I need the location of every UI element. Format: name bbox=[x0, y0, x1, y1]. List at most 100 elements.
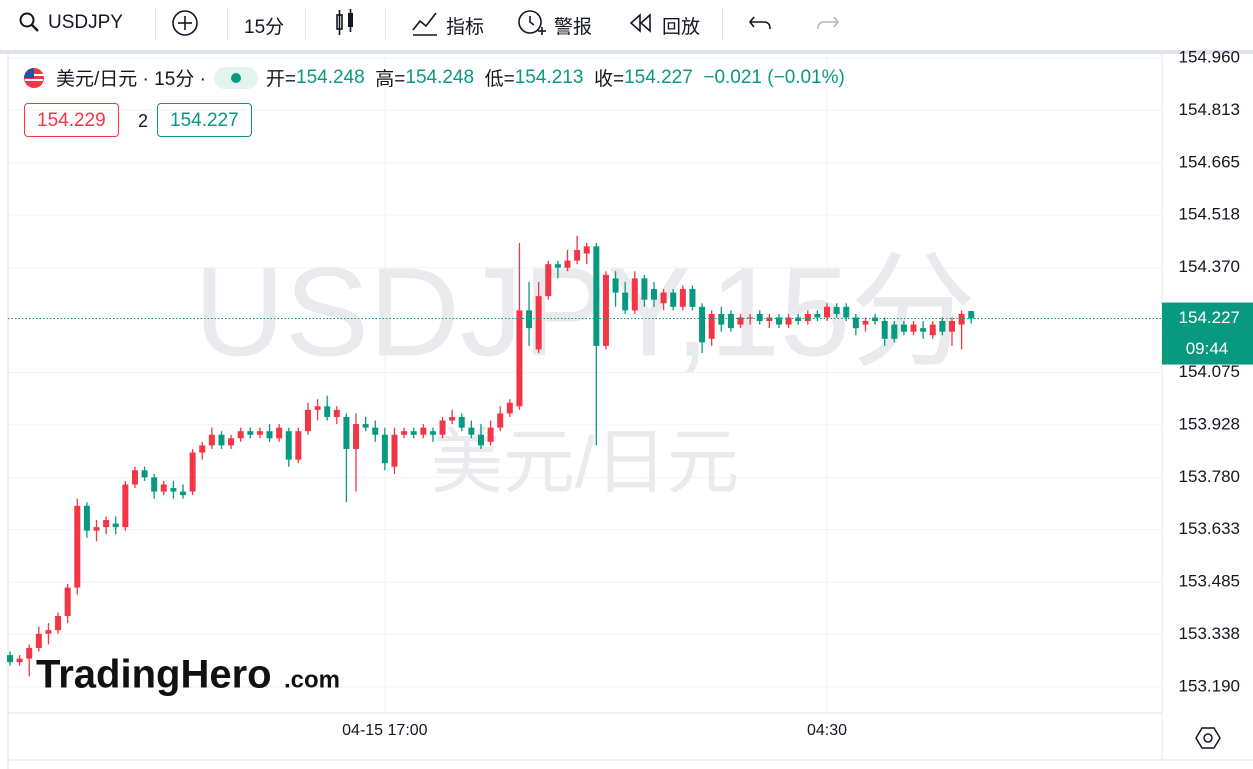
candle-body bbox=[353, 424, 360, 449]
candle-body bbox=[429, 431, 436, 435]
candle-body bbox=[564, 260, 571, 268]
open-label: 开= bbox=[265, 69, 297, 90]
candle-body bbox=[93, 527, 100, 531]
candle-body bbox=[881, 321, 888, 339]
candle-body bbox=[141, 470, 148, 478]
ask-box[interactable]: 154.227 bbox=[157, 103, 252, 137]
toolbar: USDJPY 15分 指标 警报 回放 bbox=[0, 0, 1253, 54]
undo-icon[interactable] bbox=[748, 12, 774, 34]
candle-body bbox=[872, 317, 879, 322]
candle-body bbox=[151, 477, 158, 492]
y-tick-label: 153.928 bbox=[1179, 414, 1240, 433]
alerts[interactable]: 警报 bbox=[554, 17, 593, 38]
spread: 2 bbox=[138, 111, 149, 131]
candle-body bbox=[199, 445, 206, 453]
candle-body bbox=[737, 317, 744, 325]
candle-body bbox=[891, 324, 898, 339]
candle-body bbox=[266, 431, 273, 439]
candle-body bbox=[324, 406, 331, 417]
candle-body bbox=[333, 409, 340, 417]
candle-body bbox=[679, 289, 686, 307]
candle-body bbox=[237, 431, 244, 439]
replay[interactable]: 回放 bbox=[662, 17, 701, 38]
candle-body bbox=[833, 306, 840, 314]
candle-body bbox=[910, 324, 917, 332]
candle-body bbox=[862, 321, 869, 325]
candle-body bbox=[939, 321, 946, 332]
y-tick-label: 153.633 bbox=[1179, 519, 1240, 538]
candle-body bbox=[535, 296, 542, 350]
candle-body bbox=[372, 427, 379, 435]
candle-body bbox=[7, 655, 13, 663]
candle-body bbox=[477, 434, 484, 446]
y-tick-label: 153.190 bbox=[1179, 677, 1240, 696]
interval[interactable]: 15分 bbox=[244, 17, 285, 38]
candle-body bbox=[516, 310, 523, 407]
candle-body bbox=[64, 587, 71, 616]
redo-icon[interactable] bbox=[814, 12, 840, 34]
candle-body bbox=[583, 246, 590, 254]
countdown-box bbox=[1162, 334, 1253, 365]
candle-body bbox=[180, 491, 187, 496]
logo: TradingHero bbox=[36, 653, 272, 697]
low-value: 154.213 bbox=[514, 66, 584, 88]
candle-body bbox=[689, 289, 696, 307]
candle-body bbox=[574, 249, 581, 261]
candle-body bbox=[247, 431, 254, 435]
candle-body bbox=[401, 431, 408, 435]
bid-box[interactable]: 154.229 bbox=[24, 103, 119, 137]
watermark-sub: 美元/日元 bbox=[431, 423, 739, 503]
candle-body bbox=[112, 523, 119, 528]
candle-body bbox=[487, 427, 494, 442]
candle-body bbox=[410, 431, 417, 435]
y-tick-label: 153.485 bbox=[1179, 572, 1240, 591]
candle-body bbox=[718, 313, 725, 325]
candle-body bbox=[824, 306, 831, 318]
indicators[interactable]: 指标 bbox=[446, 17, 485, 38]
symbol[interactable]: USDJPY bbox=[48, 12, 123, 33]
search-icon[interactable] bbox=[18, 11, 42, 35]
candle-body bbox=[651, 289, 658, 300]
change: −0.021 (−0.01%) bbox=[703, 66, 845, 88]
settings-icon[interactable] bbox=[1195, 727, 1221, 749]
candle-body bbox=[756, 313, 763, 322]
y-tick-label: 153.780 bbox=[1179, 467, 1240, 486]
candle-body bbox=[458, 416, 465, 428]
alert-icon[interactable] bbox=[516, 7, 548, 39]
indicator-icon[interactable] bbox=[410, 8, 440, 38]
candle-body bbox=[506, 402, 513, 414]
candle-body bbox=[526, 310, 533, 329]
candle-body bbox=[708, 313, 715, 339]
candle-body bbox=[26, 647, 33, 659]
candle-body bbox=[670, 292, 677, 307]
candle-body bbox=[189, 452, 196, 492]
add-icon[interactable] bbox=[171, 9, 201, 39]
candle-body bbox=[814, 313, 821, 318]
high-label: 高= bbox=[375, 69, 406, 90]
candle-body bbox=[747, 317, 754, 319]
candle-body bbox=[103, 520, 110, 528]
last-price-box bbox=[1162, 302, 1253, 335]
candle-body bbox=[314, 406, 321, 410]
candle-body bbox=[920, 328, 927, 332]
candle-body bbox=[131, 470, 138, 485]
replay-icon[interactable] bbox=[628, 12, 656, 36]
candle-body bbox=[381, 434, 388, 464]
candle-body bbox=[900, 324, 907, 332]
candle-body bbox=[602, 274, 609, 346]
candle-body bbox=[228, 438, 235, 446]
candle-body bbox=[449, 416, 456, 421]
y-tick-label: 154.960 bbox=[1179, 48, 1240, 67]
y-tick-label: 154.370 bbox=[1179, 257, 1240, 276]
candle-body bbox=[641, 278, 648, 300]
countdown: 09:44 bbox=[1186, 339, 1229, 358]
candle-body bbox=[122, 484, 129, 528]
x-tick-label: 04:30 bbox=[807, 722, 847, 739]
candle-body bbox=[948, 321, 955, 332]
status-badge bbox=[213, 66, 258, 89]
legend-title: 美元/日元 · 15分 · bbox=[56, 69, 206, 90]
chart-bg bbox=[0, 54, 1253, 769]
candle-icon[interactable] bbox=[334, 8, 358, 38]
candle-body bbox=[160, 484, 167, 492]
